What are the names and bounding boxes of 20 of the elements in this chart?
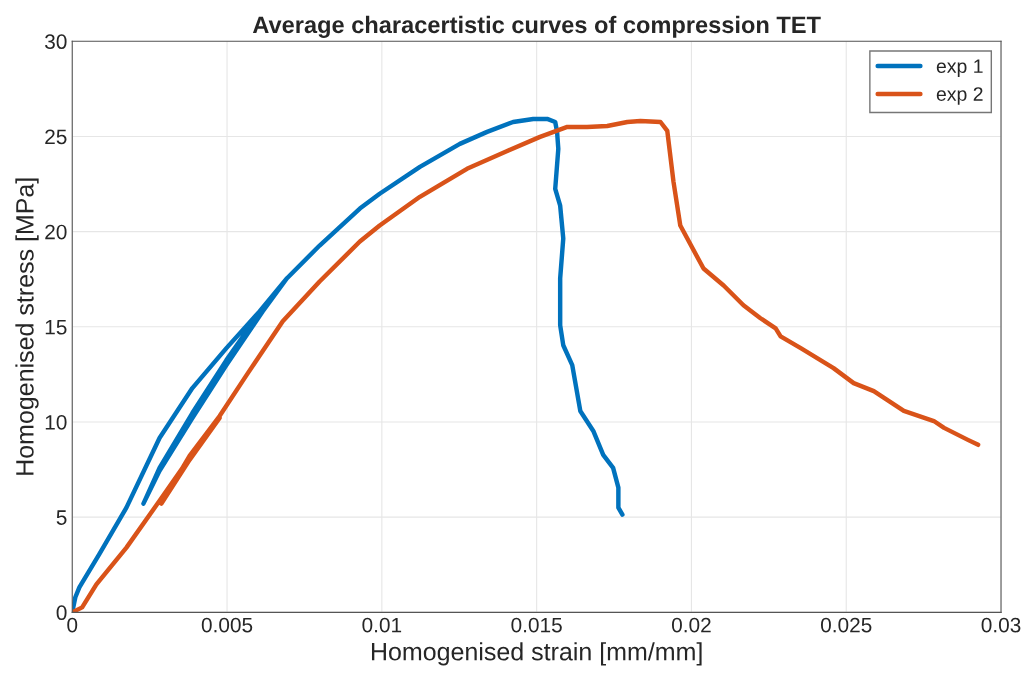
legend-label: exp 2 (936, 87, 983, 105)
x-tick-label: 0 (67, 617, 78, 633)
line-series (72, 118, 981, 613)
x-tick-label: 0.01 (362, 617, 402, 633)
y-tick-label: 10 (45, 414, 67, 430)
y-tick-label: 25 (45, 129, 67, 145)
x-tick-label: 0.02 (671, 617, 711, 633)
y-tick-label: 30 (45, 34, 67, 50)
x-tick-label: 0.025 (820, 617, 872, 633)
y-tick-label: 0 (56, 605, 67, 621)
y-axis-title: Homogenised stress [MPa] (15, 178, 39, 475)
y-tick-label: 20 (45, 224, 67, 240)
y-tick-label: 5 (56, 510, 67, 525)
x-tick-label: 0.005 (201, 617, 253, 633)
x-tick-label: 0.015 (511, 617, 562, 633)
x-tick-label: 0.03 (981, 617, 1021, 633)
chart-title: Average characertistic curves of compression TET (252, 15, 821, 38)
legend-label: exp 1 (936, 59, 983, 77)
y-tick-label: 15 (45, 320, 67, 335)
x-axis-title: Homogenised strain [mm/mm] (371, 642, 702, 666)
